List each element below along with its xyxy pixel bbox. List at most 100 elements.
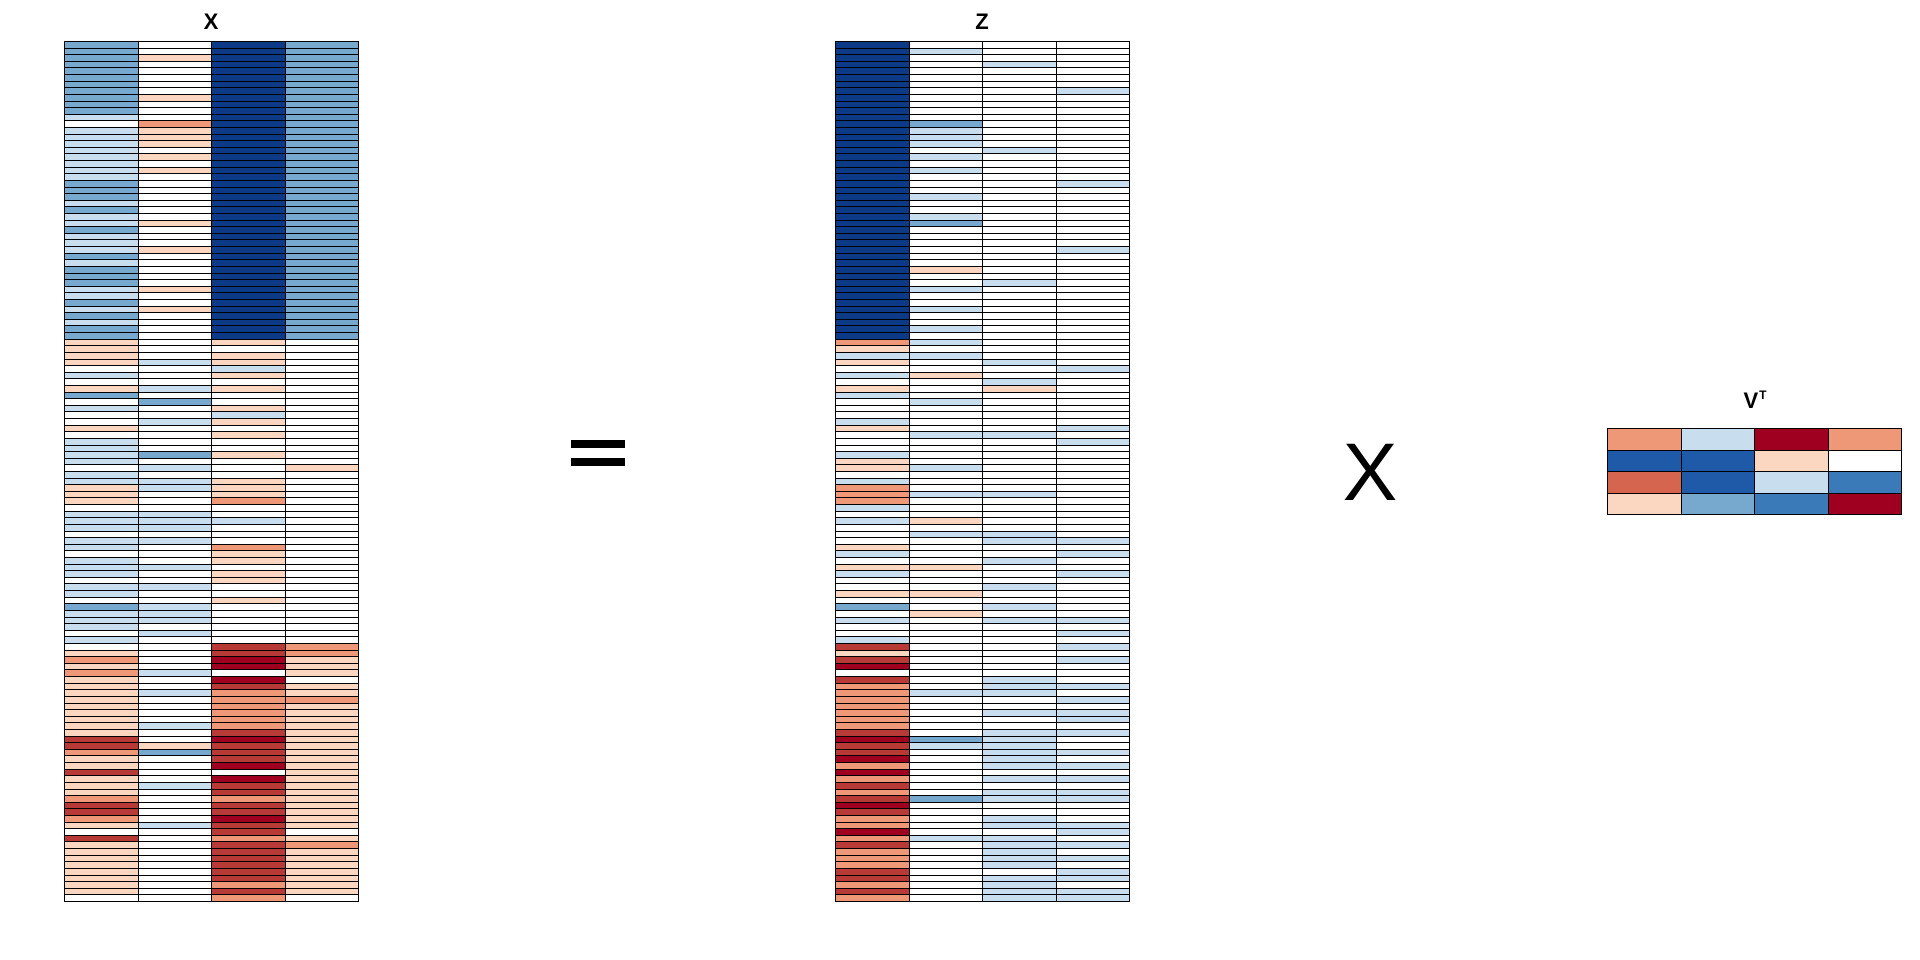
- matrix-x-cell: [65, 372, 138, 379]
- matrix-z-cell: [836, 108, 909, 114]
- matrix-z-cell: [983, 445, 1056, 452]
- matrix-z-cell: [1056, 524, 1129, 531]
- matrix-x-cell: [65, 610, 138, 617]
- matrix-z-cell: [983, 326, 1056, 333]
- matrix-z-cell: [909, 716, 982, 723]
- matrix-z-cell: [983, 696, 1056, 703]
- matrix-z-cell: [983, 749, 1056, 756]
- matrix-x-cell: [212, 604, 285, 610]
- matrix-x-cell: [212, 299, 285, 306]
- matrix-z-cell: [909, 478, 982, 485]
- matrix-z-cell: [909, 776, 982, 782]
- matrix-x-cell: [65, 511, 138, 518]
- matrix-x-cell: [285, 458, 358, 465]
- matrix-x-cell: [212, 597, 285, 604]
- matrix-x-cell: [285, 359, 358, 366]
- matrix-x-cell: [138, 81, 211, 88]
- matrix-x-cell: [138, 729, 211, 736]
- matrix-x-cell: [65, 94, 138, 101]
- matrix-x-cell: [65, 127, 138, 134]
- matrix-z-cell: [983, 108, 1056, 114]
- matrix-z-cell: [983, 299, 1056, 306]
- matrix-z-cell: [1056, 882, 1129, 888]
- matrix-z-cell: [1056, 637, 1129, 643]
- matrix-x-cell: [65, 630, 138, 637]
- matrix-z-cell: [983, 690, 1056, 696]
- matrix-z-cell: [909, 94, 982, 101]
- matrix-z-cell: [983, 485, 1056, 491]
- matrix-x-cell: [212, 637, 285, 643]
- matrix-x-cell: [138, 379, 211, 385]
- matrix-x-cell: [212, 372, 285, 379]
- matrix-z-cell: [983, 789, 1056, 796]
- matrix-x-cell: [285, 743, 358, 749]
- matrix-z-cell: [836, 683, 909, 690]
- matrix-x-cell: [138, 114, 211, 121]
- matrix-x-cell: [65, 637, 138, 643]
- matrix-vt-cell: [1681, 450, 1754, 471]
- matrix-x-cell: [285, 511, 358, 518]
- matrix-z-cell: [983, 736, 1056, 743]
- matrix-x-cell: [212, 868, 285, 875]
- matrix-z-cell: [1056, 266, 1129, 273]
- matrix-z-cell: [983, 518, 1056, 524]
- matrix-x-cell: [285, 68, 358, 75]
- matrix-x-cell: [65, 597, 138, 604]
- matrix-z-cell: [836, 849, 909, 855]
- matrix-z-cell: [909, 842, 982, 849]
- matrix-z-cell: [836, 690, 909, 696]
- matrix-z-cell: [983, 769, 1056, 776]
- matrix-x-cell: [65, 465, 138, 471]
- matrix-z-cell: [836, 273, 909, 280]
- matrix-z-cell: [983, 855, 1056, 862]
- matrix-z-cell: [836, 729, 909, 736]
- matrix-z-cell: [909, 485, 982, 491]
- matrix-z-cell: [836, 227, 909, 233]
- matrix-z-cell: [909, 273, 982, 280]
- matrix-vt-cell: [1828, 429, 1901, 450]
- matrix-z-cell: [1056, 127, 1129, 134]
- matrix-x-cell: [285, 392, 358, 399]
- matrix-z-cell: [1056, 802, 1129, 809]
- matrix-z-cell: [836, 544, 909, 551]
- matrix-x-cell: [285, 769, 358, 776]
- matrix-z-cell: [836, 802, 909, 809]
- matrix-x-cell: [285, 835, 358, 842]
- matrix-z-cell: [836, 749, 909, 756]
- matrix-z-cell: [909, 425, 982, 432]
- matrix-x-cell: [138, 399, 211, 405]
- matrix-x-cell: [65, 829, 138, 835]
- matrix-x-cell: [138, 147, 211, 154]
- matrix-z-cell: [909, 597, 982, 604]
- matrix-x-cell: [138, 769, 211, 776]
- matrix-z-cell: [1056, 498, 1129, 505]
- matrix-z-cell: [909, 405, 982, 412]
- matrix-z-cell: [983, 240, 1056, 247]
- matrix-z-cell: [983, 657, 1056, 663]
- matrix-z-cell: [1056, 419, 1129, 425]
- matrix-z-cell: [909, 88, 982, 94]
- matrix-x-cell: [285, 346, 358, 352]
- matrix-z-cell: [1056, 141, 1129, 147]
- matrix-x-cell: [285, 81, 358, 88]
- matrix-z-cell: [836, 352, 909, 359]
- matrix-z-cell: [983, 882, 1056, 888]
- matrix-x-cell: [285, 180, 358, 187]
- matrix-z-cell: [983, 643, 1056, 650]
- matrix-z-cell: [983, 180, 1056, 187]
- matrix-x-cell: [285, 233, 358, 240]
- matrix-z-cell: [983, 624, 1056, 630]
- matrix-x-cell: [65, 723, 138, 729]
- matrix-z-cell: [836, 147, 909, 154]
- matrix-x-cell: [285, 127, 358, 134]
- matrix-vt-cell: [1681, 429, 1754, 450]
- matrix-x-cell: [285, 670, 358, 677]
- matrix-x-cell: [138, 432, 211, 438]
- matrix-z-cell: [909, 511, 982, 518]
- matrix-x-cell: [138, 101, 211, 108]
- matrix-z-cell: [1056, 670, 1129, 677]
- matrix-x-cell: [285, 273, 358, 280]
- matrix-x-cell: [65, 253, 138, 260]
- matrix-z-cell: [983, 438, 1056, 445]
- matrix-z-cell: [983, 809, 1056, 815]
